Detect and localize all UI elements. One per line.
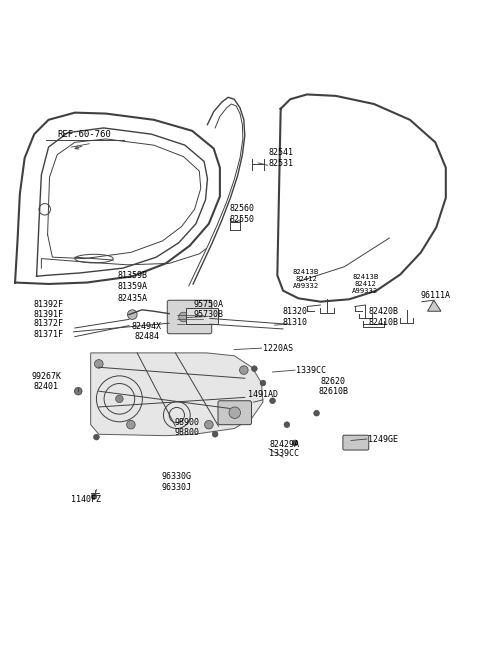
Circle shape [314,410,320,416]
FancyBboxPatch shape [186,308,218,324]
Text: 1339CC: 1339CC [269,449,299,458]
Circle shape [127,420,135,429]
Circle shape [212,432,218,437]
Text: 82429A: 82429A [269,440,299,449]
FancyBboxPatch shape [218,401,252,424]
Text: 82494X
82484: 82494X 82484 [132,322,162,341]
Circle shape [292,440,298,445]
Text: 82420B
82410B: 82420B 82410B [369,307,398,327]
Text: 1339CC: 1339CC [297,365,326,375]
Circle shape [128,310,137,319]
Circle shape [260,380,266,386]
Circle shape [284,422,290,428]
Text: 96330G
96330J: 96330G 96330J [162,472,192,492]
Text: 82560
82550: 82560 82550 [230,204,255,224]
Text: 99267K
82401: 99267K 82401 [31,372,61,391]
Text: 82413B
82412
A99332: 82413B 82412 A99332 [352,274,379,293]
Text: 82541
82531: 82541 82531 [268,148,293,168]
Text: 81392F
81391F: 81392F 81391F [34,300,63,319]
FancyBboxPatch shape [167,300,212,334]
Circle shape [204,420,213,429]
Text: 1249GE: 1249GE [368,434,398,443]
Circle shape [240,366,248,375]
Text: 98900
98800: 98900 98800 [175,418,200,437]
Circle shape [252,366,257,371]
Circle shape [91,493,97,499]
Text: 1140FZ: 1140FZ [71,495,101,504]
Circle shape [94,434,99,440]
Circle shape [270,398,276,403]
Text: 81359B
81359A: 81359B 81359A [117,272,147,291]
Text: 1220AS: 1220AS [263,344,293,353]
Text: REF.60-760: REF.60-760 [58,130,111,139]
Polygon shape [428,300,441,311]
Circle shape [95,359,103,368]
Polygon shape [91,353,263,436]
Circle shape [116,395,123,403]
Text: 82435A: 82435A [117,294,147,303]
Text: 82413B
82412
A99332: 82413B 82412 A99332 [293,269,319,289]
Text: 82620
82610B: 82620 82610B [318,377,348,396]
Text: 1491AD: 1491AD [248,390,278,399]
FancyBboxPatch shape [343,435,369,450]
Text: 81372F
81371F: 81372F 81371F [34,319,63,338]
Text: 96111A: 96111A [420,291,450,300]
Text: 95750A
95730B: 95750A 95730B [194,300,224,319]
Circle shape [74,387,82,395]
Circle shape [229,407,240,419]
Circle shape [179,312,188,322]
Text: 81320
81310: 81320 81310 [283,307,308,327]
